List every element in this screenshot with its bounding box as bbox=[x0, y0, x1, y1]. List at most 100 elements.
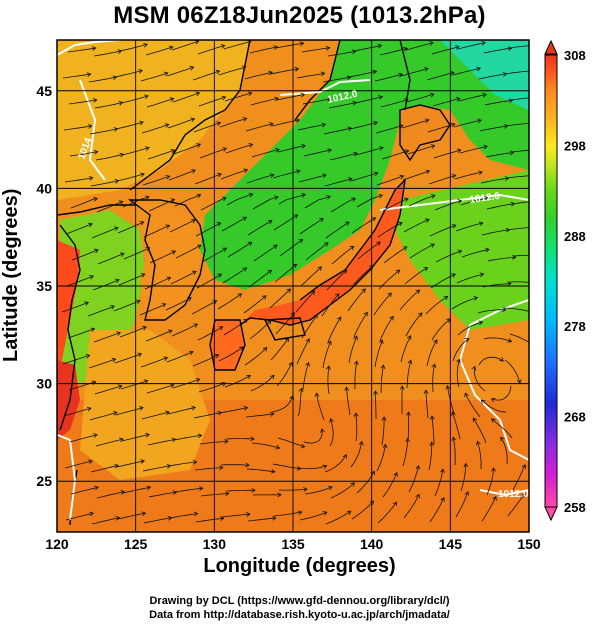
colorbar-tick-label: 268 bbox=[564, 410, 586, 425]
streamline-arrowhead bbox=[387, 292, 392, 298]
streamline bbox=[402, 170, 430, 181]
streamline-arrowhead bbox=[191, 270, 197, 276]
streamline-arrowhead bbox=[274, 96, 279, 102]
x-tick-label: 145 bbox=[439, 536, 463, 552]
streamline-arrowhead bbox=[262, 347, 268, 352]
streamline bbox=[305, 242, 329, 261]
streamline bbox=[512, 201, 529, 205]
china-coastline bbox=[59, 224, 81, 431]
streamline bbox=[350, 172, 378, 182]
streamline bbox=[140, 72, 168, 82]
streamline-arrowhead bbox=[479, 272, 485, 278]
sea-of-japan-field bbox=[200, 40, 529, 290]
streamline-arrowhead bbox=[290, 312, 296, 317]
streamline bbox=[120, 95, 149, 104]
streamline bbox=[221, 216, 247, 232]
streamline bbox=[220, 464, 250, 466]
colorbar-top-arrow bbox=[544, 39, 558, 55]
streamline bbox=[248, 269, 272, 288]
streamline-arrowhead bbox=[216, 121, 222, 126]
streamline-arrowhead bbox=[143, 379, 149, 384]
streamline bbox=[277, 437, 305, 448]
streamline bbox=[327, 316, 342, 343]
streamline bbox=[483, 47, 512, 54]
streamline bbox=[217, 293, 242, 310]
streamline-arrowhead bbox=[351, 49, 357, 55]
streamline bbox=[220, 169, 248, 180]
streamline bbox=[174, 487, 203, 493]
streamline bbox=[165, 297, 192, 311]
streamline bbox=[302, 98, 331, 105]
streamline bbox=[400, 335, 412, 363]
streamline bbox=[65, 512, 94, 521]
streamline bbox=[304, 486, 333, 495]
streamline-arrowhead bbox=[473, 296, 479, 301]
streamline-arrowhead bbox=[93, 433, 98, 438]
streamline bbox=[143, 517, 172, 524]
streamline-arrowhead bbox=[415, 465, 421, 470]
streamline bbox=[223, 41, 252, 50]
streamline-arrowhead bbox=[85, 354, 91, 359]
streamline bbox=[509, 45, 529, 49]
streamline bbox=[434, 469, 444, 497]
streamline-arrowhead bbox=[146, 485, 152, 491]
streamline-arrowhead bbox=[371, 217, 377, 222]
streamline-arrowhead bbox=[322, 511, 328, 516]
streamline-arrowhead bbox=[171, 437, 177, 443]
streamline bbox=[452, 67, 481, 76]
colorbar: 308 298 288 278 268 258 bbox=[544, 39, 586, 522]
streamline bbox=[200, 493, 229, 497]
streamline-arrowhead bbox=[88, 459, 93, 465]
streamline bbox=[377, 501, 397, 524]
streamline bbox=[139, 303, 166, 316]
streamline bbox=[218, 66, 246, 76]
streamline bbox=[425, 296, 448, 315]
streamline-arrowhead bbox=[84, 301, 90, 306]
streamline bbox=[97, 253, 125, 265]
streamline bbox=[148, 491, 177, 498]
streamline bbox=[226, 489, 255, 492]
streamline-arrowhead bbox=[272, 515, 277, 521]
x-axis-ticks: 120 125 130 135 140 145 150 bbox=[45, 536, 541, 552]
streamline bbox=[170, 271, 197, 285]
streamline bbox=[484, 99, 513, 106]
streamline-arrowhead bbox=[269, 411, 275, 417]
streamline bbox=[115, 121, 144, 130]
streamline-arrowhead bbox=[171, 250, 176, 255]
colorbar-tick-label: 258 bbox=[564, 500, 586, 515]
streamline-arrowhead bbox=[499, 357, 504, 362]
streamline-arrowhead bbox=[139, 120, 144, 126]
streamline bbox=[322, 76, 351, 83]
streamline bbox=[455, 491, 469, 518]
streamline-arrowhead bbox=[325, 45, 331, 51]
streamline-arrowhead bbox=[430, 243, 436, 248]
streamline bbox=[429, 497, 445, 523]
streamline bbox=[142, 465, 171, 472]
streamline-arrowhead bbox=[286, 288, 292, 293]
streamline bbox=[94, 102, 123, 109]
streamline-arrowhead bbox=[406, 411, 411, 416]
streamline bbox=[167, 118, 195, 129]
streamline bbox=[426, 72, 455, 81]
streamline bbox=[224, 92, 252, 102]
streamline bbox=[429, 224, 456, 237]
streamline-arrowhead bbox=[297, 510, 303, 515]
colorbar-bar bbox=[544, 54, 558, 508]
streamline bbox=[247, 517, 276, 522]
streamline-arrowhead bbox=[296, 169, 301, 174]
streamline bbox=[223, 319, 248, 336]
streamline-arrowhead bbox=[534, 43, 538, 47]
streamline-arrowhead bbox=[165, 175, 171, 180]
streamline bbox=[116, 173, 145, 182]
streamline bbox=[382, 472, 398, 498]
streamline bbox=[192, 70, 220, 81]
streamline-arrowhead bbox=[478, 221, 484, 226]
streamline-arrowhead bbox=[298, 387, 304, 393]
streamline-arrowhead bbox=[141, 511, 147, 517]
colorbar-bottom-arrow bbox=[544, 506, 558, 522]
streamline bbox=[487, 256, 516, 262]
streamline bbox=[226, 193, 253, 206]
streamline bbox=[269, 288, 291, 309]
streamline bbox=[354, 361, 358, 390]
streamline-arrowhead bbox=[464, 338, 470, 343]
